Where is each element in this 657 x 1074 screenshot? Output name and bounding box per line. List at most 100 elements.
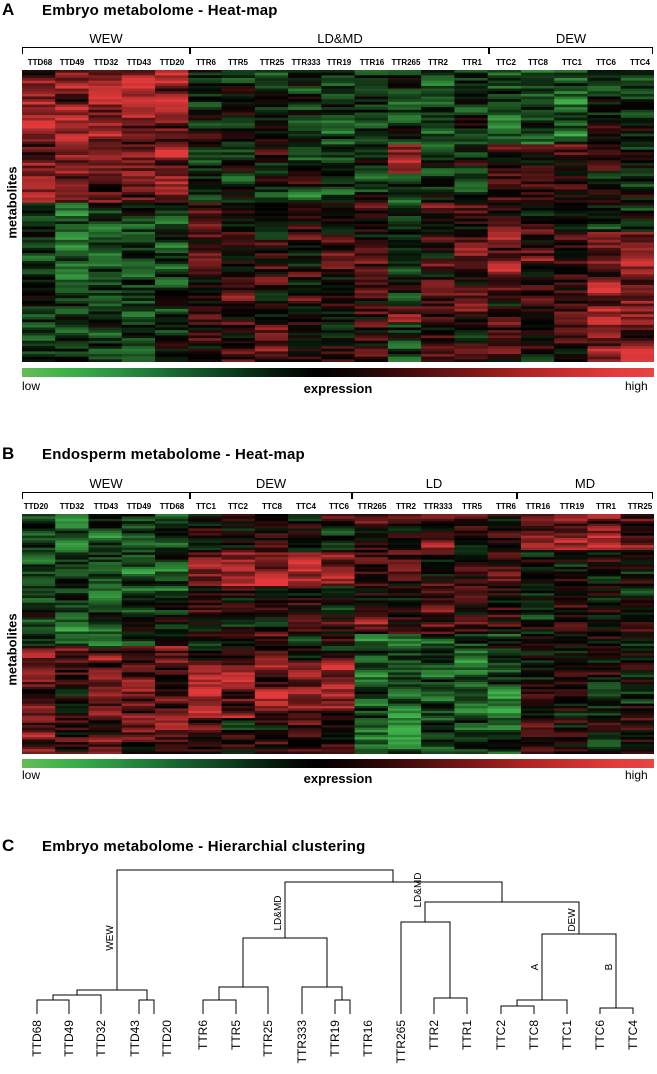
heatmap-b-cell bbox=[587, 590, 622, 594]
heatmap-b-cell bbox=[121, 545, 156, 548]
heatmap-a-cell bbox=[188, 96, 222, 100]
heatmap-a-cell bbox=[387, 139, 422, 142]
heatmap-b-cell bbox=[321, 564, 355, 568]
heatmap-a-cell bbox=[55, 292, 89, 296]
heatmap-a-cell bbox=[554, 157, 588, 161]
heatmap-a-cell bbox=[88, 210, 123, 214]
heatmap-b-cell bbox=[487, 722, 522, 726]
heatmap-a-cell bbox=[22, 170, 56, 174]
heatmap-a-cell bbox=[354, 96, 389, 100]
heatmap-b-cell bbox=[288, 658, 322, 661]
heatmap-a-cell bbox=[55, 101, 89, 105]
heatmap-b-cell bbox=[121, 691, 156, 695]
heatmap-b-cell bbox=[321, 574, 355, 577]
heatmap-b-cell bbox=[587, 612, 622, 616]
heatmap-b-cell bbox=[354, 518, 389, 522]
heatmap-b-cell bbox=[620, 583, 654, 587]
heatmap-b-cell bbox=[188, 542, 222, 546]
heatmap-a-cell bbox=[88, 139, 123, 142]
heatmap-b-cell bbox=[121, 662, 156, 666]
heatmap-a-cell bbox=[554, 139, 588, 142]
heatmap-a-cell bbox=[354, 216, 389, 219]
heatmap-b-cell bbox=[421, 713, 455, 716]
heatmap-b-cell bbox=[254, 662, 289, 666]
heatmap-b-cell bbox=[88, 725, 123, 728]
heatmap-b-cell bbox=[288, 552, 322, 556]
heatmap-a-cell bbox=[121, 250, 156, 254]
heatmap-b-cell bbox=[221, 605, 256, 608]
heatmap-b-cell bbox=[620, 718, 654, 721]
heatmap-a-cell bbox=[454, 120, 488, 124]
heatmap-a-cell bbox=[188, 136, 222, 140]
heatmap-b-cell bbox=[22, 547, 56, 551]
heatmap-b-cell bbox=[221, 600, 256, 604]
heatmap-a-cell bbox=[554, 72, 588, 76]
heatmap-b-cell bbox=[22, 598, 56, 601]
heatmap-a-cell bbox=[387, 250, 422, 254]
heatmap-a-cell bbox=[188, 194, 222, 198]
heatmap-a-cell bbox=[354, 239, 389, 243]
heatmap-a-cell bbox=[454, 136, 488, 140]
heatmap-a-cell bbox=[520, 85, 555, 89]
heatmap-b-cell bbox=[421, 583, 455, 587]
panel-b-letter: B bbox=[2, 444, 15, 463]
heatmap-a-cell bbox=[155, 255, 189, 259]
heatmap-a-cell bbox=[121, 133, 156, 137]
heatmap-a-cell bbox=[88, 178, 123, 182]
heatmap-b-cell bbox=[587, 744, 622, 748]
heatmap-a-cell bbox=[520, 115, 555, 119]
heatmap-b-cell bbox=[520, 708, 555, 712]
heatmap-a-cell bbox=[321, 322, 355, 326]
heatmap-b-cell bbox=[188, 686, 222, 690]
heatmap-b-cell bbox=[22, 581, 56, 584]
heatmap-b-cell bbox=[487, 727, 522, 731]
heatmap-a-cell bbox=[587, 229, 622, 233]
heatmap-a-cell bbox=[88, 165, 123, 169]
heatmap-b-cell bbox=[520, 638, 555, 642]
heatmap-b-cell bbox=[520, 648, 555, 652]
heatmap-a-cell bbox=[487, 146, 522, 150]
heatmap-b-cell bbox=[55, 518, 89, 522]
heatmap-b-cell bbox=[487, 593, 522, 596]
heatmap-a-cell bbox=[554, 128, 588, 132]
heatmap-b-cell bbox=[387, 629, 422, 632]
heatmap-b-cell bbox=[620, 715, 654, 719]
heatmap-b-cell bbox=[321, 638, 355, 642]
heatmap-a-cell bbox=[22, 343, 56, 347]
heatmap-b-cell bbox=[55, 727, 89, 731]
heatmap-b-cell bbox=[421, 612, 455, 616]
heatmap-b-cell bbox=[587, 677, 622, 680]
heatmap-a-cell bbox=[620, 165, 654, 169]
heatmap-a-cell bbox=[520, 117, 555, 121]
heatmap-b-cell bbox=[221, 617, 256, 620]
heatmap-b-cell bbox=[288, 540, 322, 544]
heatmap-a-cell bbox=[155, 295, 189, 299]
heatmap-a-cell bbox=[487, 170, 522, 174]
heatmap-b-cell bbox=[321, 751, 355, 754]
heatmap-a-cell bbox=[254, 351, 289, 355]
heatmap-a-cell bbox=[587, 123, 622, 127]
heatmap-a-cell bbox=[254, 218, 289, 222]
heatmap-a-cell bbox=[288, 123, 322, 127]
heatmap-a-cell bbox=[88, 88, 123, 92]
heatmap-a-cell bbox=[22, 117, 56, 121]
heatmap-a-cell bbox=[221, 170, 256, 174]
heatmap-b-cell bbox=[554, 535, 588, 539]
heatmap-a-cell bbox=[121, 157, 156, 161]
heatmap-b-cell bbox=[421, 739, 455, 743]
heatmap-a-cell bbox=[254, 354, 289, 357]
heatmap-b-cell bbox=[387, 722, 422, 726]
heatmap-a-cell bbox=[22, 258, 56, 262]
heatmap-a-cell bbox=[321, 303, 355, 307]
heatmap-b-cell bbox=[254, 710, 289, 714]
heatmap-a-cell bbox=[254, 216, 289, 219]
heatmap-a-cell bbox=[387, 70, 422, 73]
heatmap-b-cell bbox=[188, 648, 222, 652]
heatmap-a-cell bbox=[520, 133, 555, 137]
heatmap-a-cell bbox=[587, 125, 622, 129]
heatmap-a-cell bbox=[188, 189, 222, 193]
heatmap-a-cell bbox=[88, 157, 123, 161]
heatmap-a-cell bbox=[55, 218, 89, 222]
heatmap-b-cell bbox=[354, 701, 389, 704]
heatmap-b-cell bbox=[121, 674, 156, 678]
